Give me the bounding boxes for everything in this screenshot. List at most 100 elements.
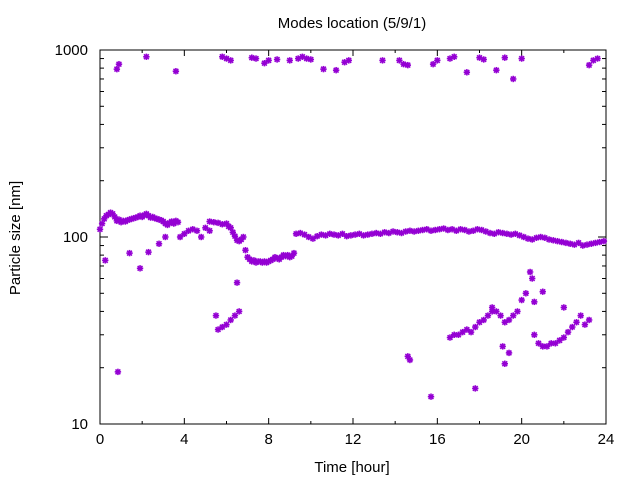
data-point — [573, 319, 580, 326]
data-point — [541, 234, 549, 242]
data-point — [219, 323, 226, 331]
y-axis: 10 100 1000 — [55, 42, 606, 433]
data-point — [223, 321, 230, 328]
data-point — [514, 308, 521, 315]
data-point — [309, 235, 317, 242]
data-point — [227, 57, 234, 64]
data-point — [102, 257, 109, 264]
data-point — [451, 53, 458, 60]
data-point — [292, 230, 300, 238]
data-point — [531, 331, 538, 338]
data-point — [600, 237, 608, 245]
data-point — [332, 66, 340, 74]
data-point — [480, 56, 487, 63]
data-point — [493, 66, 500, 74]
data-point — [212, 312, 220, 319]
data-point — [381, 229, 388, 236]
data-point — [560, 304, 568, 311]
data-point — [522, 290, 530, 297]
data-point — [96, 226, 104, 233]
data-point — [518, 296, 525, 304]
data-point — [379, 57, 386, 64]
data-point — [529, 275, 536, 282]
data-point — [233, 279, 241, 286]
data-point — [231, 312, 239, 319]
data-point — [531, 298, 538, 306]
data-point — [143, 53, 150, 60]
data-point — [505, 349, 513, 357]
data-point — [235, 308, 243, 315]
x-tick-label: 4 — [180, 431, 188, 448]
data-point — [501, 360, 508, 367]
x-tick-label: 12 — [345, 431, 362, 448]
data-point — [457, 226, 464, 233]
data-point — [526, 268, 534, 276]
data-point — [446, 334, 454, 341]
data-point — [174, 218, 182, 226]
data-point — [488, 308, 496, 315]
data-point — [436, 226, 443, 233]
data-point — [577, 312, 584, 319]
y-axis-label: Particle size [nm] — [7, 181, 24, 295]
data-point — [248, 54, 255, 61]
data-point — [406, 356, 414, 364]
data-point — [286, 57, 293, 64]
x-axis-label: Time [hour] — [314, 459, 389, 476]
data-point — [202, 224, 209, 231]
data-point — [155, 240, 163, 247]
data-point — [552, 340, 559, 347]
data-point — [227, 316, 234, 324]
data-point — [290, 249, 298, 257]
data-point — [136, 265, 144, 272]
data-point — [588, 240, 595, 247]
data-point — [594, 55, 601, 62]
data-point — [181, 230, 188, 238]
data-point — [115, 60, 123, 68]
x-tick-label: 24 — [598, 431, 615, 448]
data-point — [499, 343, 506, 350]
data-point — [172, 68, 180, 75]
data-point — [377, 230, 384, 238]
data-point — [261, 59, 268, 67]
data-point — [240, 233, 247, 241]
data-point — [214, 326, 222, 333]
x-tick-label: 16 — [429, 431, 446, 448]
data-point — [501, 54, 508, 61]
y-tick-label: 100 — [63, 229, 88, 246]
data-point — [114, 368, 122, 376]
data-point — [535, 340, 542, 347]
data-point — [427, 393, 435, 400]
data-point — [113, 65, 121, 73]
data-point — [345, 57, 352, 64]
data-point — [434, 57, 441, 64]
data-point — [585, 316, 593, 324]
data-point — [497, 312, 504, 319]
data-point — [510, 75, 517, 83]
data-point — [198, 233, 205, 241]
data-point — [539, 288, 546, 295]
data-point — [265, 57, 272, 64]
x-tick-label: 0 — [96, 431, 104, 448]
data-point — [472, 323, 479, 331]
data-point — [320, 65, 327, 73]
data-point — [455, 331, 462, 338]
data-point — [463, 69, 471, 76]
data-point — [404, 61, 412, 69]
data-point — [560, 334, 568, 341]
data-point — [206, 227, 213, 234]
data-point — [326, 230, 334, 238]
data-point — [273, 56, 281, 63]
data-point — [126, 249, 133, 257]
x-tick-label: 8 — [264, 431, 272, 448]
data-point — [162, 233, 169, 241]
x-axis: 0 4 8 12 16 20 24 — [96, 50, 615, 448]
data-point — [307, 56, 315, 63]
data-point — [484, 312, 492, 319]
data-point — [145, 248, 152, 256]
data-point — [480, 316, 487, 324]
chart-title: Modes location (5/9/1) — [278, 15, 426, 32]
data-point — [569, 323, 576, 331]
y-tick-label: 1000 — [55, 42, 88, 59]
data-point — [472, 385, 479, 392]
